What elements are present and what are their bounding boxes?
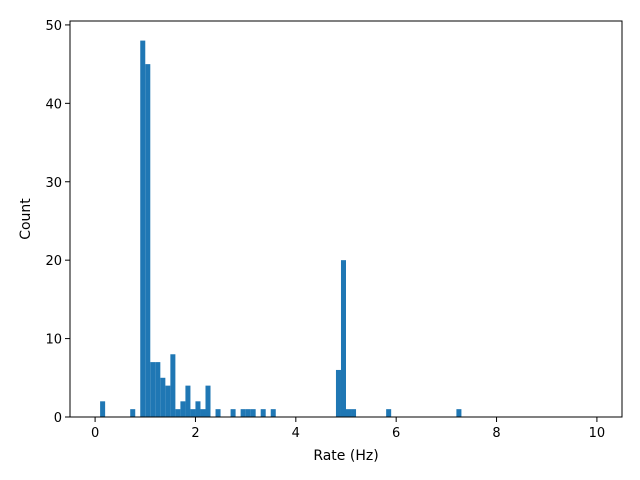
histogram-bar [215,409,221,417]
histogram-bar [130,409,136,417]
histogram-bar [340,260,346,417]
x-tick-label: 0 [91,426,99,441]
histogram-bar [190,409,196,417]
histogram-bar [165,385,171,417]
x-tick-label: 8 [492,426,500,441]
histogram-bar [145,64,151,417]
y-tick-label: 40 [45,97,62,112]
plot-frame [69,20,623,418]
histogram-bar [140,40,146,417]
y-tick-label: 0 [54,411,62,426]
histogram-bar [175,409,181,417]
histogram-bar [150,362,156,417]
histogram-bar [100,401,106,417]
y-tick-label: 50 [45,19,62,34]
histogram-bar [270,409,276,417]
histogram-bar [185,385,191,417]
histogram-bar [346,409,352,417]
histogram-bar [250,409,256,417]
x-tick-label: 6 [392,426,400,441]
histogram-bar [335,369,341,417]
y-axis-ticks: 0 10 20 30 40 50 [45,19,70,426]
histogram-bar [240,409,246,417]
histogram-bar [351,409,357,417]
bars-group [100,40,462,417]
histogram-bar [386,409,392,417]
histogram-bar [456,409,462,417]
y-axis-label: Count [18,198,34,240]
histogram-bar [230,409,236,417]
x-axis-ticks: 0 2 4 6 8 10 [91,417,605,441]
histogram-bar [245,409,251,417]
x-tick-label: 10 [589,426,606,441]
histogram-bar [260,409,266,417]
histogram-bar [155,362,161,417]
x-tick-label: 2 [191,426,199,441]
histogram-bar [180,401,186,417]
y-tick-label: 30 [45,176,62,191]
x-tick-label: 4 [292,426,300,441]
y-tick-label: 20 [45,254,62,269]
histogram-bar [195,401,201,417]
histogram-bar [205,385,211,417]
histogram-bar [160,377,166,417]
y-tick-label: 10 [45,333,62,348]
histogram-bar [170,354,176,417]
histogram-bar [200,409,206,417]
x-axis-label: Rate (Hz) [313,448,378,464]
